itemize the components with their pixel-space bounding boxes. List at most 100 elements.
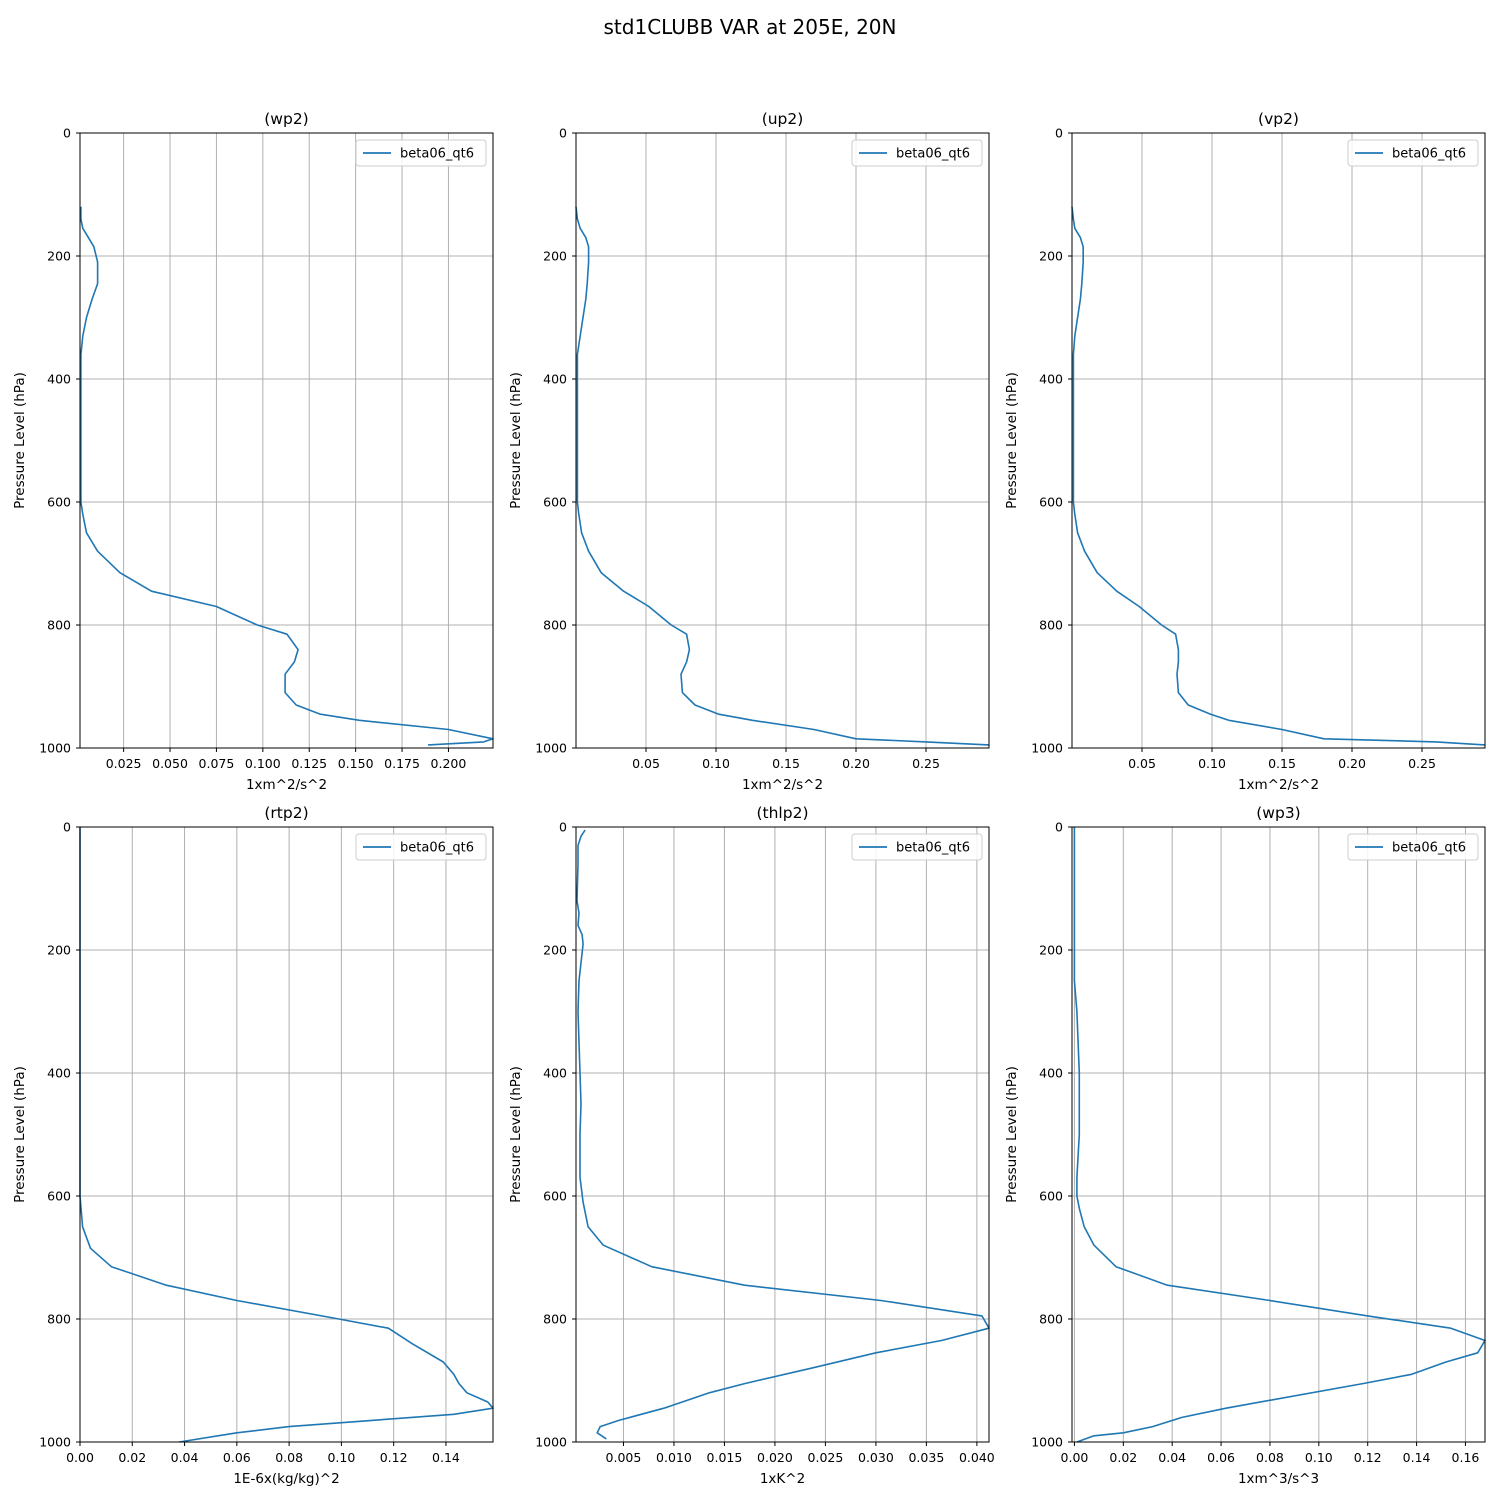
x-tick-label: 0.20 (1338, 756, 1366, 771)
y-axis-label: Pressure Level (hPa) (1004, 372, 1020, 509)
x-tick-label: 0.02 (1109, 1450, 1137, 1465)
y-tick-label: 0 (559, 126, 567, 141)
x-tick-label: 0.14 (1403, 1450, 1431, 1465)
x-tick-label: 0.040 (959, 1450, 995, 1465)
y-tick-label: 200 (47, 943, 71, 958)
panel-2: 0.05 0.10 0.15 0.20 0.25 0 200 400 600 800 1000 1xm… (508, 110, 990, 793)
x-tick-label: 0.20 (842, 756, 870, 771)
y-axis-label: Pressure Level (hPa) (508, 1066, 524, 1203)
series-line-beta06_qt6 (575, 206, 990, 746)
panel-title: (rtp2) (264, 804, 308, 822)
panel-3: 0.05 0.10 0.15 0.20 0.25 0 200 400 600 800 1000 1xm… (1004, 110, 1486, 793)
x-tick-label: 0.00 (1061, 1450, 1089, 1465)
x-tick-label: 0.05 (632, 756, 660, 771)
y-tick-label: 600 (1039, 1189, 1063, 1204)
x-tick-label: 0.175 (384, 756, 420, 771)
y-tick-label: 400 (543, 372, 567, 387)
legend-label: beta06_qt6 (400, 147, 474, 162)
series-line-beta06_qt6 (1071, 206, 1486, 746)
legend-label: beta06_qt6 (1392, 841, 1466, 856)
y-tick-label: 1000 (535, 741, 567, 756)
x-tick-label: 0.25 (912, 756, 940, 771)
y-tick-label: 0 (63, 820, 71, 835)
y-tick-label: 400 (1039, 1066, 1063, 1081)
x-tick-label: 0.16 (1452, 1450, 1480, 1465)
plot-frame (79, 132, 494, 749)
x-tick-label: 0.00 (66, 1450, 94, 1465)
x-tick-label: 0.015 (707, 1450, 743, 1465)
y-tick-label: 800 (47, 1312, 71, 1327)
x-tick-label: 0.04 (171, 1450, 199, 1465)
x-tick-label: 0.020 (757, 1450, 793, 1465)
y-tick-label: 1000 (39, 1435, 71, 1450)
y-tick-label: 1000 (1031, 741, 1063, 756)
x-tick-label: 0.02 (118, 1450, 146, 1465)
legend-box (1347, 833, 1479, 861)
x-tick-label: 0.200 (431, 756, 467, 771)
legend-label: beta06_qt6 (896, 147, 970, 162)
x-tick-label: 0.035 (908, 1450, 944, 1465)
y-tick-label: 400 (1039, 372, 1063, 387)
x-tick-label: 0.075 (199, 756, 235, 771)
series-line-beta06_qt6 (79, 827, 494, 1443)
x-tick-label: 0.10 (1198, 756, 1226, 771)
legend-box (355, 833, 487, 861)
x-tick-label: 0.04 (1158, 1450, 1186, 1465)
x-tick-label: 0.125 (291, 756, 327, 771)
y-tick-label: 0 (559, 820, 567, 835)
y-axis-label: Pressure Level (hPa) (12, 372, 28, 509)
panel-4: 0.00 0.02 0.04 0.06 0.08 0.10 0.12 0.14 0 200 400 6… (12, 804, 494, 1487)
legend-box (1347, 139, 1479, 167)
y-tick-label: 200 (543, 249, 567, 264)
legend-label: beta06_qt6 (896, 841, 970, 856)
x-tick-label: 0.25 (1408, 756, 1436, 771)
y-tick-label: 800 (543, 1312, 567, 1327)
legend-box (355, 139, 487, 167)
y-tick-label: 400 (47, 1066, 71, 1081)
panel-6: 0.00 0.02 0.04 0.06 0.08 0.10 0.12 0.14 0.16 0 200… (1004, 804, 1486, 1487)
legend-label: beta06_qt6 (1392, 147, 1466, 162)
y-axis-label: Pressure Level (hPa) (12, 1066, 28, 1203)
y-tick-label: 0 (1055, 126, 1063, 141)
y-tick-label: 800 (543, 618, 567, 633)
x-tick-label: 0.10 (1305, 1450, 1333, 1465)
x-axis-label: 1xK^2 (760, 1471, 805, 1487)
x-tick-label: 0.14 (432, 1450, 460, 1465)
y-tick-label: 0 (1055, 820, 1063, 835)
y-tick-label: 1000 (535, 1435, 567, 1450)
plot-frame (575, 132, 990, 749)
x-tick-label: 0.100 (245, 756, 281, 771)
y-tick-label: 600 (47, 495, 71, 510)
x-tick-label: 0.15 (1268, 756, 1296, 771)
y-tick-label: 1000 (39, 741, 71, 756)
x-tick-label: 0.10 (327, 1450, 355, 1465)
plot-frame (1071, 132, 1486, 749)
y-tick-label: 600 (543, 1189, 567, 1204)
panel-5: 0.005 0.010 0.015 0.020 0.025 0.030 0.035 0.040… (508, 804, 995, 1487)
x-tick-label: 0.15 (772, 756, 800, 771)
y-tick-label: 0 (63, 126, 71, 141)
plot-frame (1071, 826, 1486, 1443)
panel-title: (thlp2) (756, 804, 808, 822)
x-tick-label: 0.025 (808, 1450, 844, 1465)
x-axis-label: 1xm^2/s^2 (742, 777, 823, 793)
x-tick-label: 0.05 (1128, 756, 1156, 771)
x-tick-label: 0.12 (380, 1450, 408, 1465)
panel-title: (wp2) (264, 110, 308, 128)
panel-title: (vp2) (1258, 110, 1299, 128)
y-axis-label: Pressure Level (hPa) (508, 372, 524, 509)
x-tick-label: 0.08 (275, 1450, 303, 1465)
x-axis-label: 1xm^3/s^3 (1238, 1471, 1319, 1487)
legend-label: beta06_qt6 (400, 841, 474, 856)
legend-box (851, 833, 983, 861)
x-tick-label: 0.025 (106, 756, 142, 771)
y-tick-label: 800 (1039, 618, 1063, 633)
x-tick-label: 0.050 (152, 756, 188, 771)
figure-title: std1CLUBB VAR at 205E, 20N (603, 15, 897, 39)
series-line-beta06_qt6 (1073, 827, 1486, 1443)
y-tick-label: 400 (47, 372, 71, 387)
y-tick-label: 600 (543, 495, 567, 510)
y-tick-label: 600 (47, 1189, 71, 1204)
y-axis-label: Pressure Level (hPa) (1004, 1066, 1020, 1203)
